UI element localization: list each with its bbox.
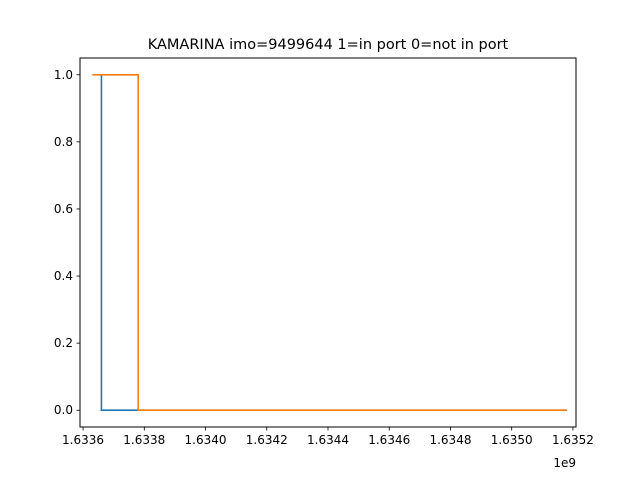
series-layer bbox=[92, 73, 567, 412]
x-tick-label: 1.6348 bbox=[429, 433, 471, 447]
y-tick-label: 1.0 bbox=[54, 68, 73, 82]
x-tick-label: 1.6342 bbox=[246, 433, 288, 447]
y-tick-label: 0.6 bbox=[54, 202, 73, 216]
y-tick-label: 0.8 bbox=[54, 135, 73, 149]
x-tick-label: 1.6352 bbox=[552, 433, 594, 447]
y-tick-label: 0.4 bbox=[54, 269, 73, 283]
y-tick-label: 0.2 bbox=[54, 336, 73, 350]
y-tick-label: 0.0 bbox=[54, 403, 73, 417]
x-tick-label: 1.6338 bbox=[123, 433, 165, 447]
x-tick-label: 1.6340 bbox=[185, 433, 227, 447]
x-tick-label: 1.6336 bbox=[62, 433, 104, 447]
x-tick-label: 1.6344 bbox=[307, 433, 349, 447]
series-line-2 bbox=[92, 73, 567, 412]
x-tick-label: 1.6350 bbox=[491, 433, 533, 447]
axes-frame bbox=[79, 57, 577, 428]
x-tick-label: 1.6346 bbox=[368, 433, 410, 447]
y-axis: 0.0 0.2 0.4 0.6 0.8 1.0 bbox=[54, 68, 80, 417]
x-axis: 1.6336 1.6338 1.6340 1.6342 1.6344 1.6346 1.63… bbox=[62, 427, 594, 447]
chart-title: KAMARINA imo=9499644 1=in port 0=not in … bbox=[148, 37, 509, 53]
x-offset-label: 1e9 bbox=[553, 456, 576, 470]
